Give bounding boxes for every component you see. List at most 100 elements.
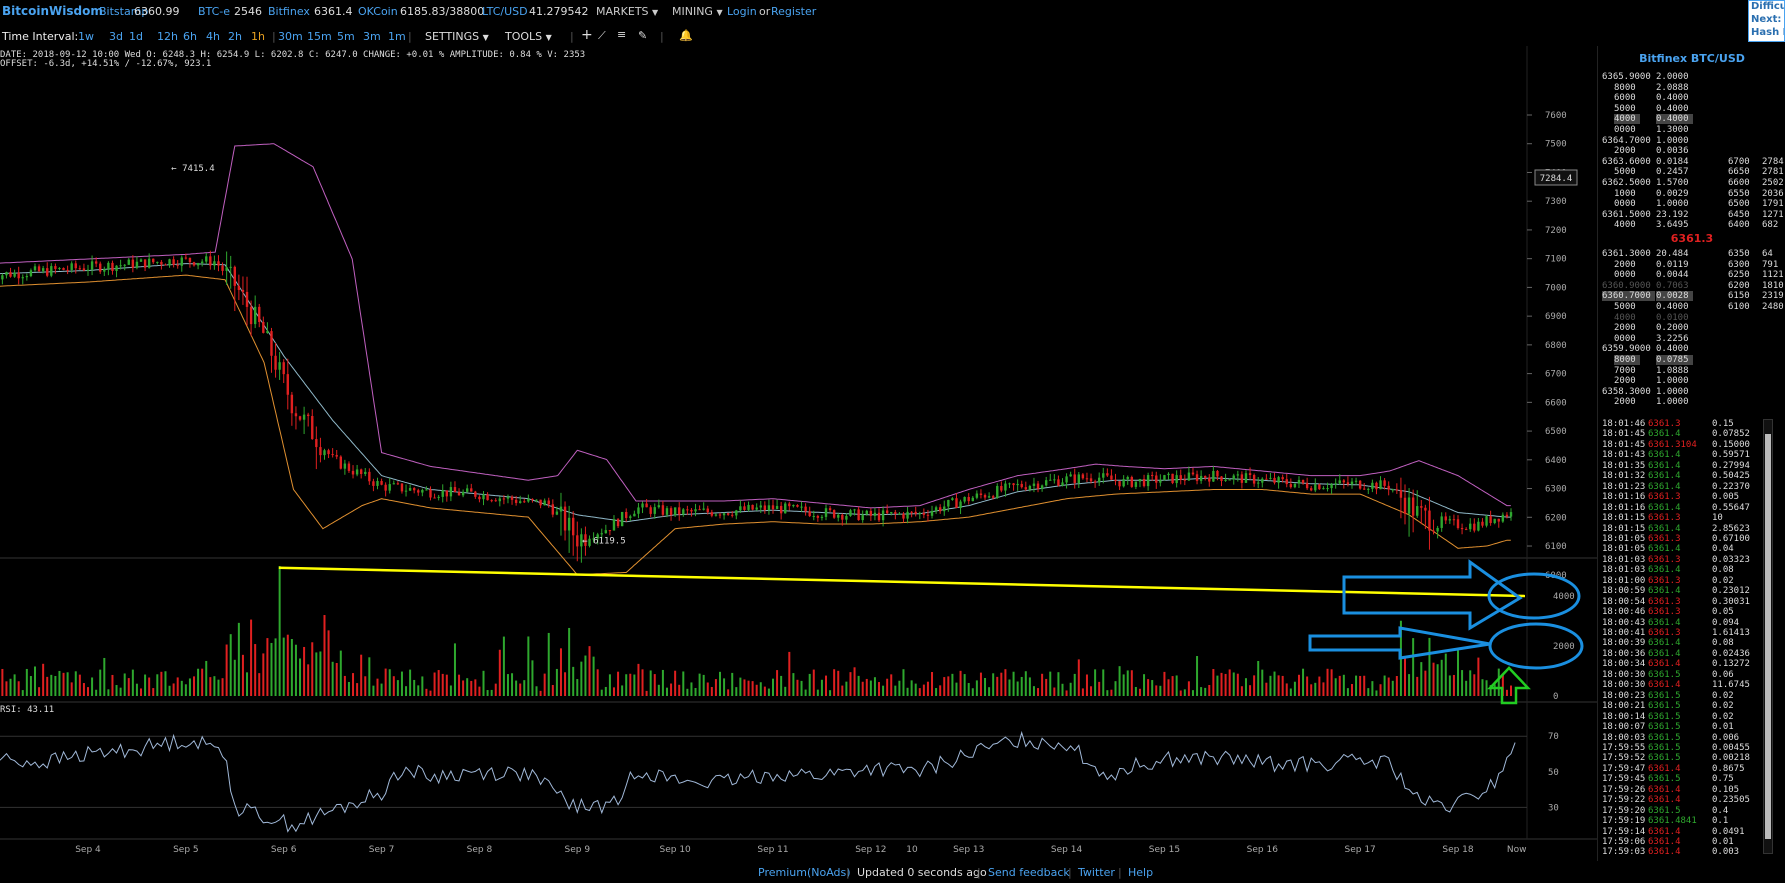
interval-button[interactable]: 30m <box>278 30 303 43</box>
bid-row[interactable]: 4000 0.0100 <box>1602 313 1782 323</box>
bid-row[interactable]: 6358.3000 1.0000 <box>1602 387 1782 397</box>
rsi-tick-label: 30 <box>1548 803 1559 813</box>
trade-row: 18:01:35 6361.4 0.27994 <box>1602 461 1762 471</box>
ask-row[interactable]: 4000 3.6495 6400 682 <box>1602 220 1782 230</box>
ask-row[interactable]: 5000 0.4000 <box>1602 104 1782 114</box>
candle-body <box>213 261 216 266</box>
ask-row[interactable]: 6362.5000 1.5700 6600 2502 <box>1602 178 1784 188</box>
crosshair-icon[interactable]: + <box>581 27 593 43</box>
line-tool-icon[interactable]: ⟋ <box>598 29 606 42</box>
ticker-name[interactable]: Bitstamp <box>99 5 149 18</box>
ask-row[interactable]: 0000 1.0000 6500 1791 <box>1602 199 1784 209</box>
interval-button[interactable]: 1h <box>251 30 265 43</box>
bid-row[interactable]: 7000 1.0888 <box>1602 366 1782 376</box>
interval-button[interactable]: 5m <box>337 30 355 43</box>
candle-body <box>845 515 848 520</box>
help-link[interactable]: Help <box>1128 866 1154 879</box>
interval-button[interactable]: 1m <box>388 30 406 43</box>
volume-bar <box>1187 681 1190 696</box>
interval-button[interactable]: 4h <box>206 30 220 43</box>
ticker-name[interactable]: OKCoin <box>358 5 398 18</box>
tools-menu[interactable]: TOOLS ▼ <box>505 30 552 43</box>
ask-row[interactable]: 6363.6000 0.0184 6700 2784 <box>1602 157 1784 167</box>
candle-body <box>1265 478 1268 480</box>
ask-row[interactable]: 1000 0.0029 6550 2036 <box>1602 189 1784 199</box>
interval-button[interactable]: 1w <box>78 30 94 43</box>
candle-body <box>702 508 705 510</box>
bid-row[interactable]: 2000 0.0119 6300 791 <box>1602 260 1782 270</box>
pencil-icon[interactable]: ✎ <box>638 29 648 42</box>
candle-body <box>127 259 130 265</box>
brand-logo[interactable]: BitcoinWisdom <box>2 4 103 18</box>
feedback-link[interactable]: Send feedback <box>988 866 1070 879</box>
ticker-name[interactable]: LTC/USD <box>482 5 528 18</box>
trade-row: 18:01:45 6361.3104 0.15000 <box>1602 440 1762 450</box>
bid-row[interactable]: 6360.7000 0.0028 6150 2319 <box>1602 291 1784 302</box>
price-chart[interactable]: 6000610062006300640065006600670068006900… <box>0 46 1597 861</box>
volume-bar <box>1134 686 1137 696</box>
candle-body <box>690 509 693 512</box>
candle-body <box>947 499 950 507</box>
interval-button[interactable]: 15m <box>307 30 332 43</box>
ticker-name[interactable]: Bitfinex <box>268 5 310 18</box>
parallel-lines-icon[interactable]: ≡ <box>617 28 627 41</box>
ask-row[interactable]: 8000 2.0888 <box>1602 83 1782 93</box>
interval-button[interactable]: 12h <box>157 30 178 43</box>
bid-row[interactable]: 2000 1.0000 <box>1602 376 1782 386</box>
volume-bar <box>670 683 673 696</box>
ask-row[interactable]: 0000 1.3000 <box>1602 125 1782 135</box>
volume-bar <box>197 668 200 696</box>
mining-menu[interactable]: MINING ▼ <box>672 5 723 18</box>
candle-body <box>1395 489 1399 491</box>
candle-body <box>1049 479 1052 481</box>
interval-button[interactable]: 2h <box>228 30 242 43</box>
candle-body <box>751 504 754 510</box>
volume-bar <box>1000 672 1003 696</box>
ask-row[interactable]: 6365.9000 2.0000 <box>1602 72 1782 82</box>
volume-bar <box>1277 675 1280 696</box>
scroll-thumb[interactable] <box>1765 434 1771 839</box>
volume-bar <box>278 566 281 696</box>
ask-row[interactable]: 2000 0.0036 <box>1602 146 1782 156</box>
bell-icon[interactable]: 🔔 <box>679 29 693 42</box>
ask-row[interactable]: 6000 0.4000 <box>1602 93 1782 103</box>
market-title[interactable]: Bitfinex BTC/USD <box>1639 52 1745 65</box>
register-link[interactable]: Register <box>771 5 817 18</box>
bid-row[interactable]: 6360.9000 0.7063 6200 1810 <box>1602 280 1784 291</box>
trades-scrollbar[interactable] <box>1763 419 1773 854</box>
markets-menu[interactable]: MARKETS ▼ <box>596 5 658 18</box>
bid-row[interactable]: 2000 1.0000 <box>1602 397 1782 407</box>
ask-row[interactable]: 6361.5000 23.192 6450 1271 <box>1602 210 1784 220</box>
bid-row[interactable]: 8000 0.0785 <box>1602 355 1782 365</box>
annotation-green-arrow <box>1487 666 1531 705</box>
volume-bar <box>747 680 750 696</box>
x-tick-label: Sep 16 <box>1247 845 1279 855</box>
ask-row[interactable]: 4000 0.4000 <box>1602 114 1782 125</box>
chevron-down-icon: ▼ <box>652 8 659 17</box>
volume-bar <box>29 676 32 696</box>
difficulty-box[interactable]: Difficu Next: Hash R <box>1748 0 1785 42</box>
bid-row[interactable]: 2000 0.2000 <box>1602 323 1782 333</box>
volume-bar <box>841 685 844 696</box>
interval-button[interactable]: 6h <box>183 30 197 43</box>
login-link[interactable]: Login <box>727 5 757 18</box>
depth-price: 6200 <box>1728 280 1750 291</box>
bid-amount: 0.0028 <box>1656 291 1693 302</box>
bid-row[interactable]: 6361.3000 20.484 6350 64 <box>1602 249 1782 259</box>
bid-row[interactable]: 0000 3.2256 <box>1602 334 1782 344</box>
ask-row[interactable]: 5000 0.2457 6650 2781 <box>1602 167 1784 177</box>
bid-row[interactable]: 6359.9000 0.4000 <box>1602 344 1782 354</box>
interval-button[interactable]: 3d <box>109 30 123 43</box>
candle-body <box>665 508 669 515</box>
ticker-name[interactable]: BTC-e <box>198 5 231 18</box>
interval-button[interactable]: 1d <box>129 30 143 43</box>
settings-menu[interactable]: SETTINGS ▼ <box>425 30 489 43</box>
ask-row[interactable]: 6364.7000 1.0000 <box>1602 136 1782 146</box>
premium-link[interactable]: Premium(NoAds) <box>758 866 851 879</box>
price-tick-label: 6400 <box>1545 456 1567 466</box>
bid-row[interactable]: 5000 0.4000 6100 2480 <box>1602 302 1784 312</box>
twitter-link[interactable]: Twitter <box>1078 866 1115 879</box>
bid-row[interactable]: 0000 0.0044 6250 1121 <box>1602 270 1784 280</box>
candle-body <box>1477 521 1480 531</box>
interval-button[interactable]: 3m <box>363 30 381 43</box>
